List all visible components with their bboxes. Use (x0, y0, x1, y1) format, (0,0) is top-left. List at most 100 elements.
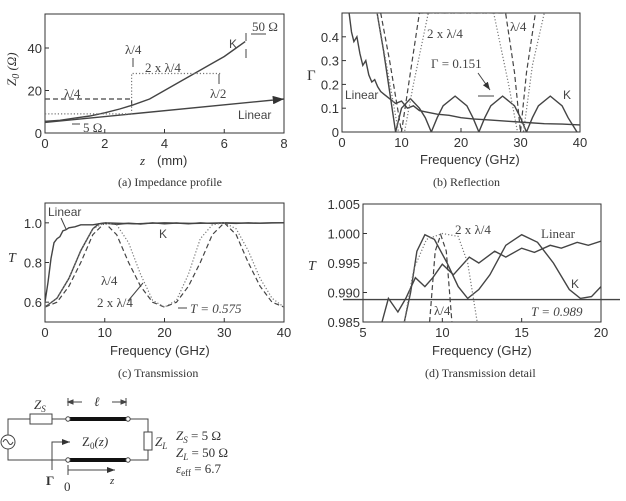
quarter-wave-label: λ/4 (125, 42, 142, 57)
x-tick-label: 20 (157, 325, 171, 340)
series-linear (45, 222, 284, 303)
series-2-x-4 (403, 232, 478, 322)
x-tick-label: 5 (359, 325, 366, 340)
x-axis-label: Frequency (GHz) (432, 343, 532, 358)
x-tick-label: 40 (573, 135, 587, 150)
chart-d-annotations: 2 x λ/4 Linear K λ/4 T = 0.989 T Frequen… (308, 222, 583, 380)
y-tick-label: 0.995 (327, 256, 360, 271)
quarter-wave-label: λ/4 (434, 303, 451, 318)
x-axis-label: z (139, 153, 145, 168)
series--4 (429, 232, 453, 322)
linear-label: Linear (541, 226, 576, 241)
x-axis-label: Frequency (GHz) (420, 152, 520, 167)
chart-d: 5 10 15 20 0.985 0.990 0.995 1.000 1.005 (327, 197, 620, 340)
series--4 (45, 221, 284, 308)
x-axis-label: Frequency (GHz) (110, 343, 210, 358)
z-axis-label: z (109, 475, 115, 487)
quarter-wave-left-label: λ/4 (64, 86, 81, 101)
y-tick-label: 20 (28, 84, 42, 99)
circuit-diagram (0, 398, 153, 475)
y-tick-label: 40 (28, 41, 42, 56)
y-axis-label: Γ (307, 68, 316, 84)
k-label: K (159, 227, 167, 241)
y-axis-label: T (308, 259, 317, 274)
double-quarter-wave-label: 2 x λ/4 (427, 26, 463, 41)
gamma-max-label: Γ = 0.151 (431, 56, 482, 71)
y-tick-label: 0.3 (321, 54, 339, 69)
x-tick-label: 30 (513, 135, 527, 150)
x-tick-label: 4 (161, 136, 168, 151)
x-tick-label: 10 (98, 325, 112, 340)
y-tick-label: 0 (332, 125, 339, 140)
caption-b: (b) Reflection (433, 175, 500, 189)
x-tick-label: 10 (435, 325, 449, 340)
y-tick-label: 1.005 (327, 197, 360, 212)
series--4 (45, 98, 133, 106)
linear-label: Linear (48, 205, 81, 219)
double-quarter-wave-label: 2 x λ/4 (455, 222, 491, 237)
y-tick-label: 0.1 (321, 101, 339, 116)
double-quarter-wave-label: 2 x λ/4 (97, 295, 133, 310)
circuit-labels: ZS ℓ Z0(z) ZL Γ 0 z ZS = 5 Ω ZL = 50 Ω ε… (34, 394, 228, 494)
caption-a: (a) Impedance profile (118, 175, 222, 189)
linear-label: Linear (345, 88, 378, 102)
quarter-wave-label: λ/4 (101, 273, 118, 288)
series-linear (381, 240, 601, 322)
gamma-label: Γ (46, 473, 54, 488)
zl-label: ZL (155, 434, 167, 451)
t-min-label: T = 0.575 (190, 301, 242, 316)
k-label: K (563, 88, 571, 102)
series--4 (380, 13, 536, 132)
x-tick-label: 2 (101, 136, 108, 151)
x-tick-label: 20 (594, 325, 608, 340)
x-tick-label: 15 (514, 325, 528, 340)
x-tick-label: 8 (280, 136, 287, 151)
k-label: K (229, 37, 237, 51)
double-quarter-wave-label: 2 x λ/4 (145, 60, 181, 75)
param-eps: εeff = 6.7 (176, 461, 222, 478)
y-axis-label: T (8, 251, 17, 266)
chart-b: 0 10 20 30 40 0 0.1 0.2 0.3 0.4 (321, 12, 587, 150)
x-tick-label: 10 (394, 135, 408, 150)
caption-c: (c) Transmission (118, 366, 198, 380)
y-tick-label: 0.4 (321, 30, 339, 45)
y-tick-label: 1.0 (24, 216, 42, 231)
chart-c-annotations: Linear K λ/4 2 x λ/4 T = 0.575 T Frequen… (8, 205, 242, 380)
series-k (403, 233, 601, 322)
y-tick-label: 0.2 (321, 77, 339, 92)
x-axis-unit: (mm) (157, 153, 187, 168)
y-tick-label: 0.985 (327, 315, 360, 330)
chart-a: 0 2 4 6 8 0 20 40 (28, 13, 288, 151)
z0-label: Z0(z) (82, 434, 108, 451)
quarter-wave-label: λ/4 (510, 19, 527, 34)
chart-b-annotations: 2 x λ/4 λ/4 Γ = 0.151 Linear K Γ Frequen… (307, 19, 571, 189)
x-tick-label: 6 (221, 136, 228, 151)
x-tick-label: 0 (41, 325, 48, 340)
series-linear (45, 95, 284, 124)
source-impedance-label: 5 Ω (83, 120, 102, 135)
param-zs: ZS = 5 Ω (176, 428, 221, 445)
chart-c: 0 10 20 30 40 0.6 0.8 1.0 (24, 202, 291, 340)
y-tick-label: 0.990 (327, 286, 360, 301)
series-k (376, 13, 578, 132)
x-tick-label: 0 (338, 135, 345, 150)
linear-label: Linear (238, 108, 271, 122)
y-tick-label: 0.8 (24, 256, 42, 271)
param-zl: ZL = 50 Ω (176, 445, 228, 462)
series-linear (348, 13, 580, 126)
caption-d: (d) Transmission detail (425, 366, 536, 380)
length-label: ℓ (94, 394, 100, 409)
zs-label: ZS (34, 397, 46, 414)
half-wave-label: λ/2 (210, 86, 226, 101)
x-tick-label: 40 (277, 325, 291, 340)
chart-a-annotations: 50 Ω K λ/4 2 x λ/4 λ/2 λ/4 Linear 5 Ω Z0… (4, 19, 278, 189)
y-tick-label: 1.000 (327, 227, 360, 242)
t-min-label: T = 0.989 (531, 304, 583, 319)
y-tick-label: 0 (35, 126, 42, 141)
load-impedance-label: 50 Ω (252, 19, 278, 34)
x-tick-label: 20 (454, 135, 468, 150)
x-tick-label: 30 (217, 325, 231, 340)
y-axis-label: Z0 (Ω) (4, 52, 22, 86)
origin-label: 0 (64, 479, 71, 494)
